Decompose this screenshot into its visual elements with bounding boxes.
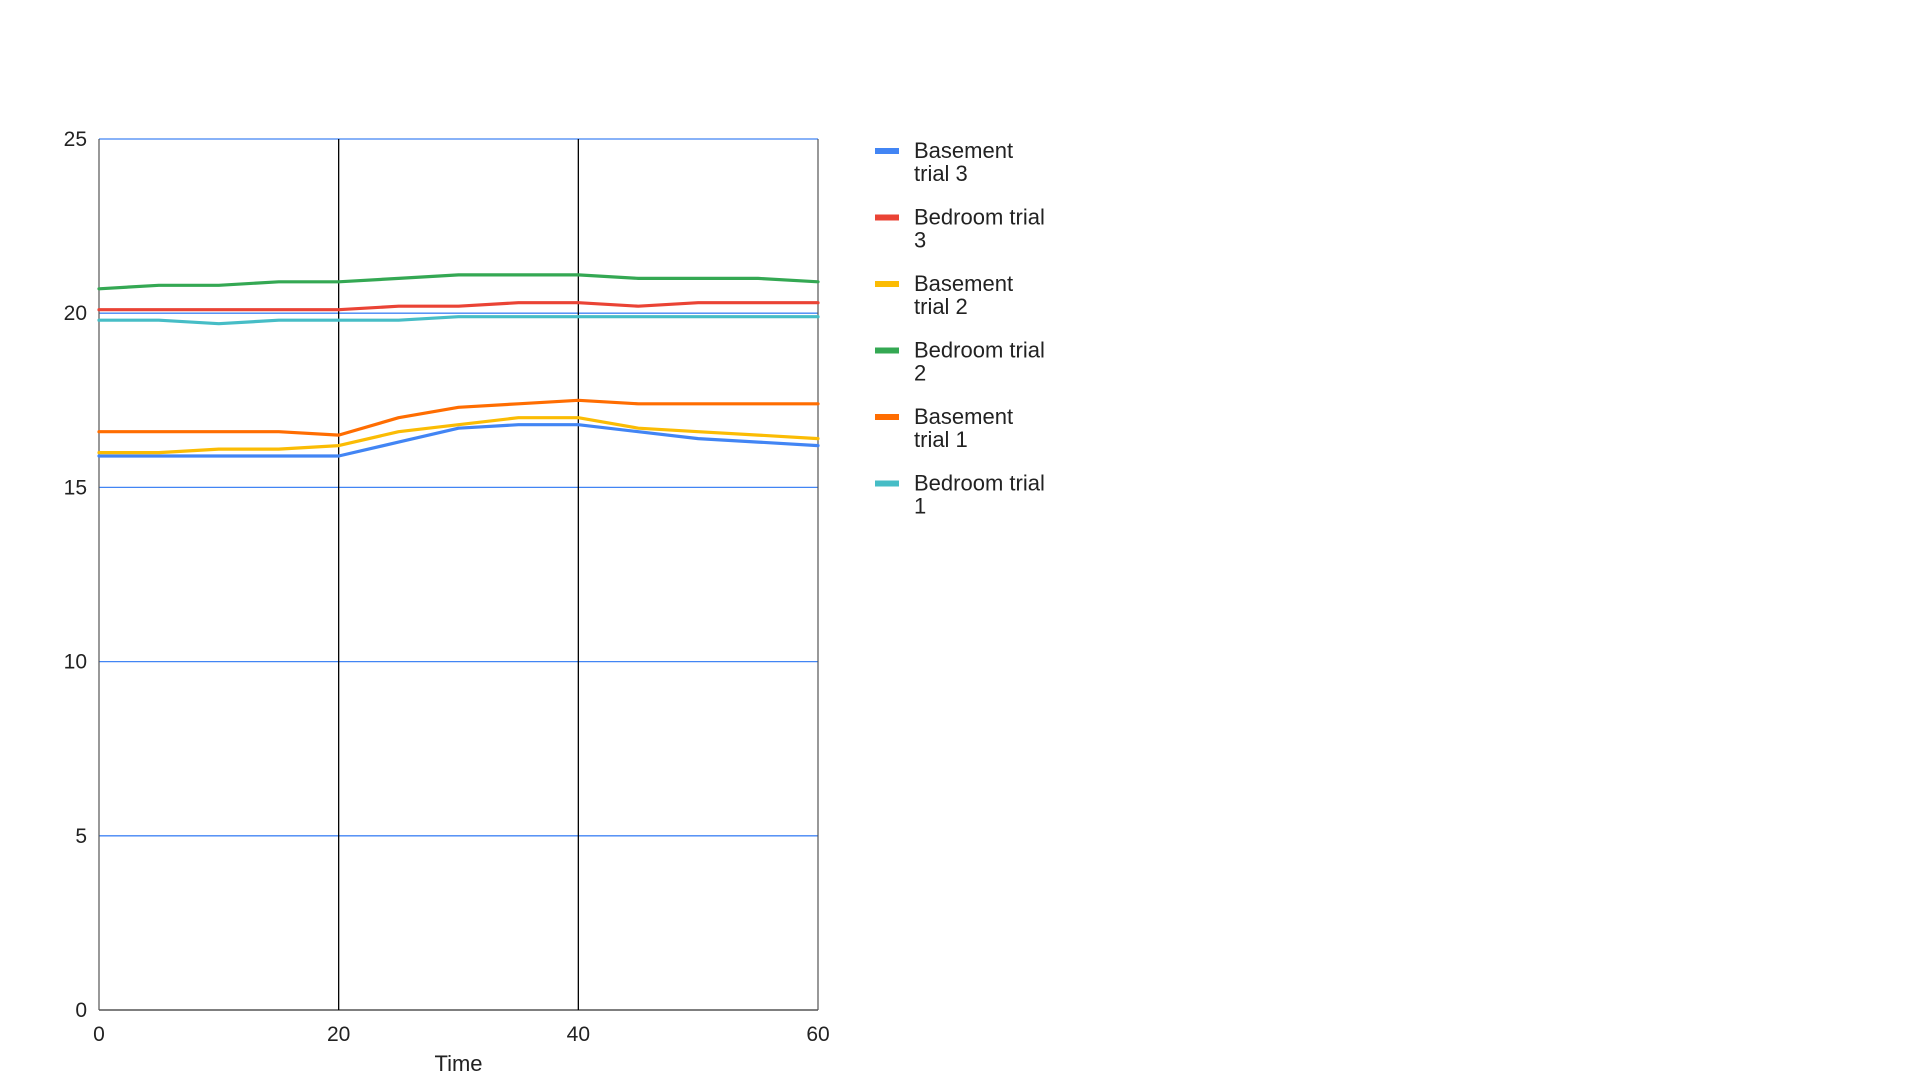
x-tick-label: 0 — [93, 1023, 105, 1046]
legend-label: 1 — [914, 494, 926, 519]
legend-label: Bedroom trial — [914, 338, 1045, 363]
legend-label: Basement — [914, 138, 1013, 163]
y-axis-tick-labels: 0 5 10 15 20 25 — [64, 128, 87, 1022]
series-line-basement-trial-1 — [97, 398, 820, 437]
legend-label: 2 — [914, 361, 926, 386]
y-tick-label: 10 — [64, 651, 87, 674]
horizontal-gridlines — [99, 138, 818, 1011]
x-tick-label: 60 — [806, 1023, 829, 1046]
legend-label: 3 — [914, 228, 926, 253]
y-tick-label: 0 — [75, 999, 87, 1022]
x-axis-tick-labels: 0 20 40 60 — [93, 1023, 830, 1046]
y-tick-label: 15 — [64, 476, 87, 499]
y-tick-label: 25 — [64, 128, 87, 151]
series-line-bedroom-trial-1 — [97, 315, 820, 326]
legend-label: trial 1 — [914, 427, 968, 452]
x-axis-title: Time — [434, 1051, 482, 1076]
series-line-basement-trial-3 — [97, 423, 820, 458]
series-line-bedroom-trial-2 — [97, 273, 820, 291]
legend-label: Bedroom trial — [914, 471, 1045, 496]
y-tick-label: 5 — [75, 825, 87, 848]
x-tick-label: 20 — [327, 1023, 350, 1046]
x-tick-label: 40 — [567, 1023, 590, 1046]
vertical-gridlines — [98, 139, 819, 1010]
legend-label: trial 3 — [914, 161, 968, 186]
legend-label: Bedroom trial — [914, 205, 1045, 230]
legend-label: Basement — [914, 271, 1013, 296]
legend-label: trial 2 — [914, 294, 968, 319]
series-lines — [97, 273, 820, 458]
legend-label: Basement — [914, 404, 1013, 429]
series-line-bedroom-trial-3 — [97, 301, 820, 312]
series-line-basement-trial-2 — [97, 416, 820, 455]
y-tick-label: 20 — [64, 302, 87, 325]
